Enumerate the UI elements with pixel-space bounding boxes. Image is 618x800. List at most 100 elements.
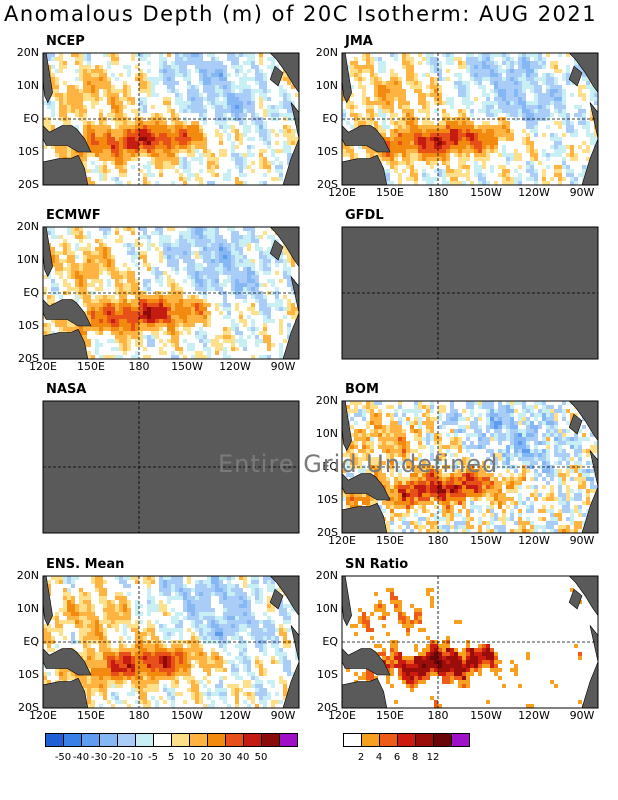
field-cell (350, 113, 354, 117)
field-cell (342, 149, 346, 153)
field-cell (179, 137, 183, 141)
field-cell (215, 73, 219, 77)
field-cell (175, 169, 179, 173)
field-cell (478, 441, 482, 445)
field-cell (135, 73, 139, 77)
field-cell (518, 109, 522, 113)
field-cell (203, 335, 207, 339)
field-cell (147, 161, 151, 165)
field-cell (79, 109, 83, 113)
field-cell (430, 405, 434, 409)
field-cell (127, 157, 131, 161)
field-cell (159, 133, 163, 137)
field-cell (283, 295, 287, 299)
field-cell (370, 461, 374, 465)
field-cell (370, 113, 374, 117)
field-cell (394, 425, 398, 429)
field-cell (155, 125, 159, 129)
field-cell (175, 327, 179, 331)
field-cell (418, 425, 422, 429)
field-cell (231, 227, 235, 231)
field-cell (418, 101, 422, 105)
field-cell (79, 283, 83, 287)
field-cell (530, 77, 534, 81)
field-cell (207, 161, 211, 165)
field-cell (570, 181, 574, 185)
field-cell (582, 473, 586, 477)
field-cell (510, 153, 514, 157)
field-cell (123, 105, 127, 109)
field-cell (203, 339, 207, 343)
field-cell (534, 61, 538, 65)
field-cell (482, 89, 486, 93)
field-cell (414, 429, 418, 433)
field-cell (43, 287, 47, 291)
field-cell (554, 153, 558, 157)
field-cell (534, 169, 538, 173)
field-cell (378, 93, 382, 97)
field-cell (255, 295, 259, 299)
field-cell (71, 259, 75, 263)
field-cell (87, 61, 91, 65)
field-cell (518, 429, 522, 433)
field-cell (279, 319, 283, 323)
field-cell (482, 473, 486, 477)
field-cell (99, 227, 103, 231)
field-cell (223, 93, 227, 97)
field-cell (139, 141, 143, 145)
field-cell (187, 299, 191, 303)
field-cell (438, 469, 442, 473)
field-cell (430, 449, 434, 453)
field-cell (450, 141, 454, 145)
field-cell (458, 161, 462, 165)
field-cell (99, 271, 103, 275)
field-cell (438, 137, 442, 141)
field-cell (175, 343, 179, 347)
field-cell (143, 121, 147, 125)
field-cell (394, 93, 398, 97)
field-cell (219, 77, 223, 81)
field-cell (151, 121, 155, 125)
field-cell (247, 85, 251, 89)
field-cell (47, 65, 51, 69)
field-cell (191, 121, 195, 125)
field-cell (482, 149, 486, 153)
field-cell (418, 109, 422, 113)
field-cell (366, 153, 370, 157)
field-cell (103, 125, 107, 129)
field-cell (410, 61, 414, 65)
field-cell (91, 263, 95, 267)
field-cell (446, 153, 450, 157)
field-cell (83, 287, 87, 291)
field-cell (59, 323, 63, 327)
field-cell (83, 165, 87, 169)
field-cell (518, 433, 522, 437)
field-cell (55, 263, 59, 267)
field-cell (155, 165, 159, 169)
field-cell (394, 437, 398, 441)
field-cell (167, 311, 171, 315)
field-cell (414, 153, 418, 157)
field-cell (207, 315, 211, 319)
x-tick-label: 150E (376, 186, 404, 199)
field-cell (87, 259, 91, 263)
field-cell (578, 429, 582, 433)
field-cell (350, 433, 354, 437)
field-cell (498, 121, 502, 125)
field-cell (554, 121, 558, 125)
field-cell (163, 331, 167, 335)
field-cell (506, 121, 510, 125)
field-cell (87, 299, 91, 303)
field-cell (554, 433, 558, 437)
field-cell (155, 311, 159, 315)
field-cell (99, 77, 103, 81)
field-cell (406, 109, 410, 113)
field-cell (450, 121, 454, 125)
field-cell (139, 343, 143, 347)
field-cell (227, 101, 231, 105)
field-cell (67, 271, 71, 275)
field-cell (538, 61, 542, 65)
field-cell (79, 61, 83, 65)
field-cell (267, 259, 271, 263)
field-cell (526, 149, 530, 153)
